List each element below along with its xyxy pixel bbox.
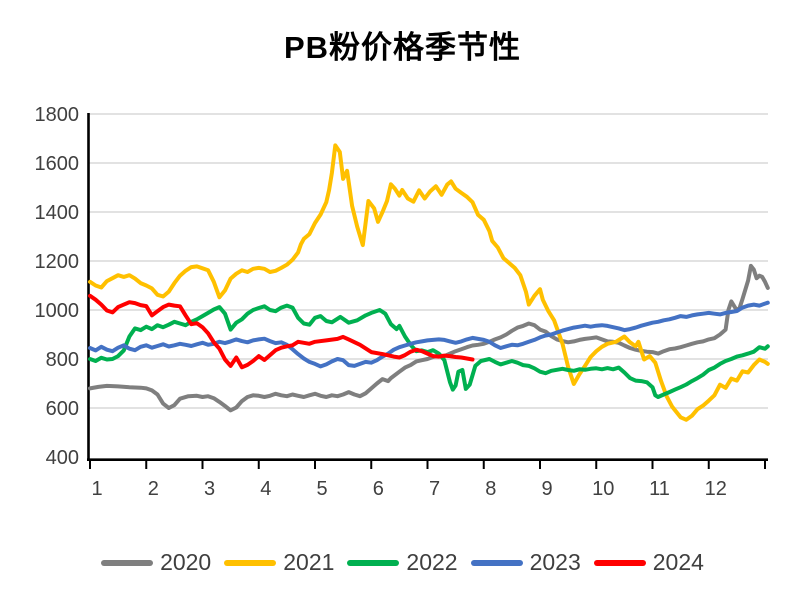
- x-axis-label: 10: [592, 478, 614, 500]
- legend-item-2022: 2022: [347, 549, 458, 576]
- x-axis-label: 5: [316, 478, 327, 500]
- legend-swatch-2020: [101, 559, 154, 566]
- series-line-2024: [88, 293, 475, 370]
- x-axis-label: 8: [485, 478, 496, 500]
- series-line-2023: [88, 300, 770, 369]
- y-axis-label: 600: [46, 398, 79, 420]
- legend-label-2024: 2024: [652, 549, 704, 575]
- y-axis-label: 800: [46, 349, 79, 371]
- legend-swatch-2024: [593, 559, 646, 566]
- x-axis-label: 3: [204, 478, 215, 500]
- y-axis-label: 1800: [35, 104, 80, 126]
- x-axis-label: 7: [429, 478, 440, 500]
- x-axis-label: 4: [260, 478, 271, 500]
- legend-item-2020: 2020: [101, 549, 211, 576]
- legend-item-2023: 2023: [470, 549, 581, 576]
- legend-label-2021: 2021: [283, 549, 335, 575]
- x-axis-label: 11: [649, 478, 670, 500]
- legend-swatch-2023: [470, 559, 523, 566]
- chart-title: PB粉价格季节性: [283, 30, 522, 65]
- x-axis-label: 9: [541, 478, 552, 500]
- legend-swatch-2021: [224, 559, 277, 566]
- x-axis-label: 2: [148, 478, 159, 500]
- series-line-2021: [88, 143, 770, 422]
- legend-label-2020: 2020: [160, 549, 212, 575]
- legend-item-2021: 2021: [224, 549, 334, 576]
- x-axis-label: 12: [705, 478, 727, 500]
- series-line-2022: [88, 303, 770, 399]
- legend-item-2024: 2024: [593, 549, 704, 576]
- legend-label-2022: 2022: [406, 549, 458, 575]
- x-axis-label: 1: [91, 478, 102, 500]
- series-line-2020: [88, 263, 770, 413]
- y-axis-label: 1600: [35, 153, 80, 175]
- legend-swatch-2022: [347, 559, 400, 566]
- legend-label-2023: 2023: [529, 549, 581, 575]
- y-axis-label: 1000: [35, 300, 80, 322]
- y-axis-label: 1200: [35, 251, 80, 273]
- x-axis-label: 6: [373, 478, 384, 500]
- y-axis-label: 1400: [35, 202, 80, 224]
- y-axis-label: 400: [46, 447, 79, 469]
- chart-legend: 2020 2021 2022 2023 2024: [0, 549, 805, 576]
